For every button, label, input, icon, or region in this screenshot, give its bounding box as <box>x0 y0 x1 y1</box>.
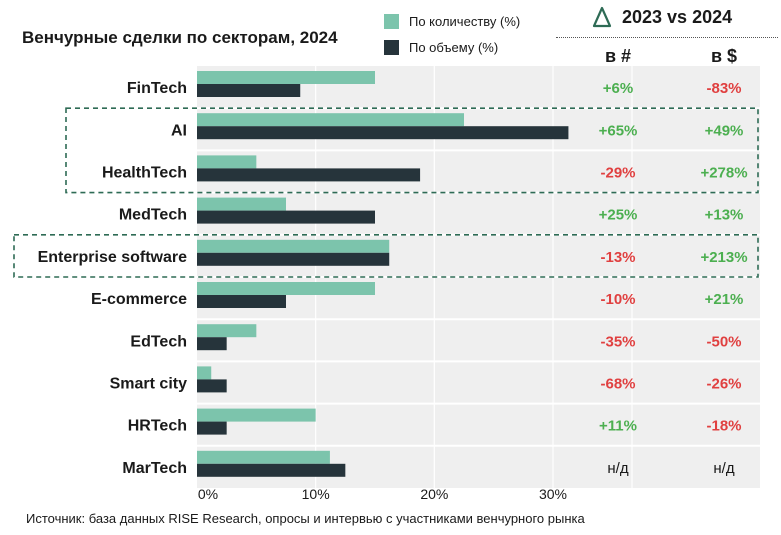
bar-volume <box>197 126 569 140</box>
change-volume: +49% <box>705 122 744 139</box>
bar-volume <box>197 337 227 351</box>
bar-count <box>197 113 464 127</box>
change-count: +25% <box>599 207 638 224</box>
change-count: +65% <box>599 122 638 139</box>
legend-swatch-count <box>384 14 399 29</box>
bar-count <box>197 450 330 464</box>
x-tick-label: 20% <box>420 486 448 502</box>
category-label: MarTech <box>122 460 187 477</box>
change-count: н/д <box>607 460 628 477</box>
category-label: AI <box>171 122 187 139</box>
highlight-box-enterprise <box>13 234 759 278</box>
category-label: HealthTech <box>102 165 187 182</box>
legend-label-count: По количеству (%) <box>409 14 521 29</box>
bar-volume <box>197 463 346 477</box>
change-volume: -50% <box>706 333 741 350</box>
legend-item-volume: По объему (%) <box>384 40 498 55</box>
category-label: MedTech <box>119 207 187 224</box>
change-volume: +13% <box>705 207 744 224</box>
bar-count <box>197 324 257 338</box>
comparison-underline <box>556 37 778 38</box>
bar-volume <box>197 421 227 435</box>
category-label: Smart city <box>110 376 187 393</box>
bar-volume <box>197 379 227 393</box>
legend-swatch-volume <box>384 40 399 55</box>
category-label: EdTech <box>130 333 187 350</box>
change-volume: +278% <box>700 165 747 182</box>
chart-title: Венчурные сделки по секторам, 2024 <box>22 28 338 47</box>
bar-volume <box>197 210 375 224</box>
bar-count <box>197 71 375 84</box>
bar-count <box>197 155 257 169</box>
bar-volume <box>197 252 390 266</box>
x-tick-label: 10% <box>302 486 330 502</box>
change-count: -10% <box>600 291 635 308</box>
change-volume: -26% <box>706 376 741 393</box>
legend-label-volume: По объему (%) <box>409 40 499 55</box>
source-note: Источник: база данных RISE Research, опр… <box>26 511 585 526</box>
change-count: -29% <box>600 165 635 182</box>
change-volume: +213% <box>700 249 747 266</box>
x-tick-label: 30% <box>539 486 567 502</box>
bar-volume <box>197 168 421 182</box>
change-count: -35% <box>600 333 635 350</box>
bar-volume <box>197 295 286 308</box>
change-count: -68% <box>600 376 635 393</box>
legend-item-count: По количеству (%) <box>384 14 520 29</box>
change-count: +11% <box>599 418 637 435</box>
highlight-box-ai-healthtech <box>65 107 759 194</box>
change-volume: -83% <box>706 80 741 97</box>
bar-count <box>197 239 390 253</box>
x-tick-label: 0% <box>198 486 218 502</box>
column-header-count: в # <box>604 46 632 66</box>
category-label: Enterprise software <box>38 249 187 266</box>
comparison-title: 2023 vs 2024 <box>622 6 733 27</box>
category-label: FinTech <box>127 80 187 97</box>
category-label: HRTech <box>128 418 187 435</box>
column-header-volume: в $ <box>710 46 738 66</box>
change-volume: н/д <box>713 460 734 477</box>
change-count: +6% <box>603 80 633 97</box>
comparison-header: 2023 vs 2024 <box>592 6 732 28</box>
change-count: -13% <box>600 249 635 266</box>
change-volume: -18% <box>706 418 741 435</box>
category-label: E-commerce <box>91 291 187 308</box>
change-volume: +21% <box>705 291 744 308</box>
bar-count <box>197 366 212 380</box>
bar-count <box>197 282 375 295</box>
delta-icon <box>592 6 612 28</box>
bar-count <box>197 408 316 422</box>
bar-count <box>197 197 286 211</box>
bar-volume <box>197 84 301 97</box>
